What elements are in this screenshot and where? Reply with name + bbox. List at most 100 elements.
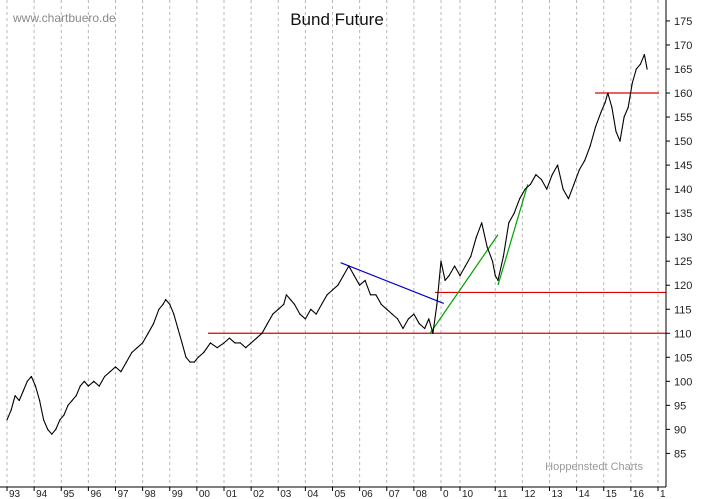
y-tick-label-8: 125: [674, 256, 692, 268]
price-point-132: [646, 68, 648, 70]
price-point-112: [557, 164, 559, 166]
price-point-99: [491, 260, 494, 262]
y-tick-label-18: 175: [674, 16, 692, 28]
y-tick-label-5: 110: [674, 328, 692, 340]
price-point-47: [223, 342, 225, 344]
x-tick-label-1: 94: [36, 489, 48, 499]
price-point-75: [369, 294, 372, 296]
chart-title: Bund Future: [290, 10, 384, 29]
price-point-91: [448, 275, 450, 277]
x-tick-label-9: 02: [253, 489, 265, 499]
price-point-35: [165, 299, 167, 301]
price-point-21: [93, 380, 95, 382]
price-point-37: [173, 313, 175, 315]
price-point-122: [607, 92, 609, 94]
price-point-19: [83, 380, 85, 382]
x-tick-label-4: 97: [118, 489, 130, 499]
price-point-105: [519, 198, 521, 200]
price-point-20: [87, 385, 89, 387]
price-point-76: [375, 294, 377, 296]
price-point-131: [643, 54, 646, 56]
price-point-25: [114, 366, 117, 368]
price-point-87: [432, 332, 434, 334]
price-point-12: [55, 428, 57, 430]
y-tick-label-11: 140: [674, 184, 692, 196]
x-tick-label-17: 10: [462, 489, 474, 499]
price-point-114: [567, 198, 570, 200]
x-tick-label-23: 16: [633, 489, 645, 499]
price-point-58: [283, 303, 285, 305]
price-point-116: [578, 169, 580, 171]
x-tick-label-15: 08: [416, 489, 428, 499]
price-point-79: [391, 313, 393, 315]
price-point-100: [494, 275, 496, 277]
price-point-111: [551, 174, 553, 176]
x-tick-label-21: 14: [579, 489, 591, 499]
price-point-1: [10, 409, 12, 411]
uptrend-line-1: [429, 234, 499, 334]
price-point-66: [321, 303, 323, 305]
price-point-39: [181, 342, 183, 344]
x-tick-label-8: 01: [226, 489, 238, 499]
price-point-84: [418, 323, 420, 325]
price-point-29: [136, 347, 138, 349]
x-tick-label-2: 95: [63, 489, 75, 499]
price-point-125: [619, 140, 621, 142]
price-point-124: [615, 130, 617, 133]
price-point-6: [30, 375, 32, 378]
x-tick-label-22: 15: [606, 489, 618, 499]
price-point-70: [342, 275, 344, 277]
price-point-63: [304, 318, 306, 320]
price-point-121: [604, 102, 606, 104]
price-point-34: [162, 303, 164, 305]
x-tick-label-11: 04: [307, 489, 319, 499]
price-point-22: [98, 385, 100, 387]
x-tick-label-13: 06: [362, 489, 374, 499]
price-point-14: [63, 414, 65, 416]
x-axis-ticks: 93 94 95 96 97 98 99 00 01 02 03 04 05 06 07 08 0 10 11 12 1…: [6, 487, 666, 499]
x-tick-label-12: 05: [335, 489, 347, 499]
x-tick-label-6: 99: [172, 489, 184, 499]
price-point-85: [424, 327, 426, 330]
price-point-119: [595, 126, 597, 128]
price-point-102: [502, 255, 504, 257]
y-tick-label-6: 115: [674, 304, 692, 316]
source-label: Hoppenstedt Charts: [545, 461, 643, 473]
price-point-8: [39, 399, 41, 402]
price-point-98: [486, 246, 488, 248]
downtrend-line-0: [340, 262, 444, 305]
price-point-62: [299, 313, 301, 315]
y-tick-label-0: 85: [674, 448, 686, 460]
price-point-24: [109, 371, 111, 373]
price-point-44: [203, 351, 205, 354]
price-point-5: [26, 380, 28, 382]
y-axis-ticks: 85 90 95 100 105 110 115 120 125 130 135 140 145 150 1…: [666, 16, 692, 460]
plot-background: [0, 0, 666, 487]
price-point-115: [573, 183, 575, 185]
y-tick-label-2: 95: [674, 400, 686, 412]
price-point-69: [337, 284, 339, 286]
price-point-41: [189, 361, 191, 363]
price-point-92: [454, 265, 456, 267]
price-point-64: [310, 308, 312, 310]
price-point-77: [380, 303, 382, 305]
price-point-74: [364, 279, 366, 281]
price-point-61: [293, 303, 296, 305]
price-point-126: [623, 116, 625, 118]
price-point-10: [47, 428, 49, 430]
price-point-130: [639, 63, 642, 65]
price-series-layer: [6, 54, 648, 435]
price-point-42: [193, 361, 195, 363]
price-point-108: [535, 174, 537, 176]
price-point-57: [277, 308, 279, 310]
price-point-97: [481, 222, 483, 224]
x-tick-label-24: 1: [660, 489, 666, 499]
price-point-67: [326, 294, 328, 296]
price-point-65: [315, 313, 317, 315]
price-point-73: [359, 284, 361, 286]
price-point-16: [71, 399, 73, 402]
watermark-text: www.chartbuero.de: [12, 11, 116, 25]
price-point-80: [397, 318, 399, 320]
y-tick-label-12: 145: [674, 160, 692, 172]
